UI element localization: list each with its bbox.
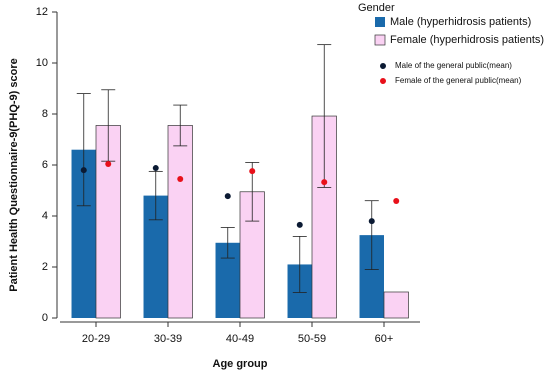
mean-point	[393, 197, 400, 204]
x-tick-label: 20-29	[82, 333, 110, 345]
y-tick-label: 12	[36, 6, 48, 18]
legend-label: Female (hyperhidrosis patients)	[390, 34, 544, 46]
y-tick-label: 8	[42, 108, 48, 120]
mean-point	[368, 218, 375, 225]
x-tick-label: 50-59	[298, 333, 326, 345]
legend-swatch	[374, 34, 386, 46]
legend-swatch	[380, 78, 386, 84]
mean-point	[321, 179, 328, 186]
bar	[383, 291, 409, 319]
x-axis-label: Age group	[213, 358, 268, 370]
legend-swatch	[375, 17, 385, 27]
y-axis-label: Patient Health Questionnaire-9(PHQ-9) sc…	[8, 58, 20, 292]
y-tick-label: 6	[42, 159, 48, 171]
mean-point	[249, 168, 256, 175]
legend-label: Female of the general public(mean)	[395, 76, 522, 85]
legend-label: Male of the general public(mean)	[395, 61, 512, 70]
mean-point	[105, 160, 112, 167]
mean-point	[80, 167, 87, 174]
legend-title: Gender	[358, 2, 395, 14]
legend-swatch	[380, 63, 386, 69]
x-tick-label: 30-39	[154, 333, 182, 345]
mean-point	[177, 176, 184, 183]
mean-point	[224, 193, 231, 200]
y-tick-label: 10	[36, 57, 48, 69]
x-tick-label: 60+	[375, 333, 394, 345]
legend-label: Male (hyperhidrosis patients)	[390, 16, 531, 28]
x-tick-label: 40-49	[226, 333, 254, 345]
y-tick-label: 0	[42, 312, 48, 324]
y-tick-label: 4	[42, 210, 48, 222]
mean-point	[152, 165, 159, 172]
mean-point	[296, 221, 303, 228]
y-tick-label: 2	[42, 261, 48, 273]
bar	[167, 125, 193, 319]
